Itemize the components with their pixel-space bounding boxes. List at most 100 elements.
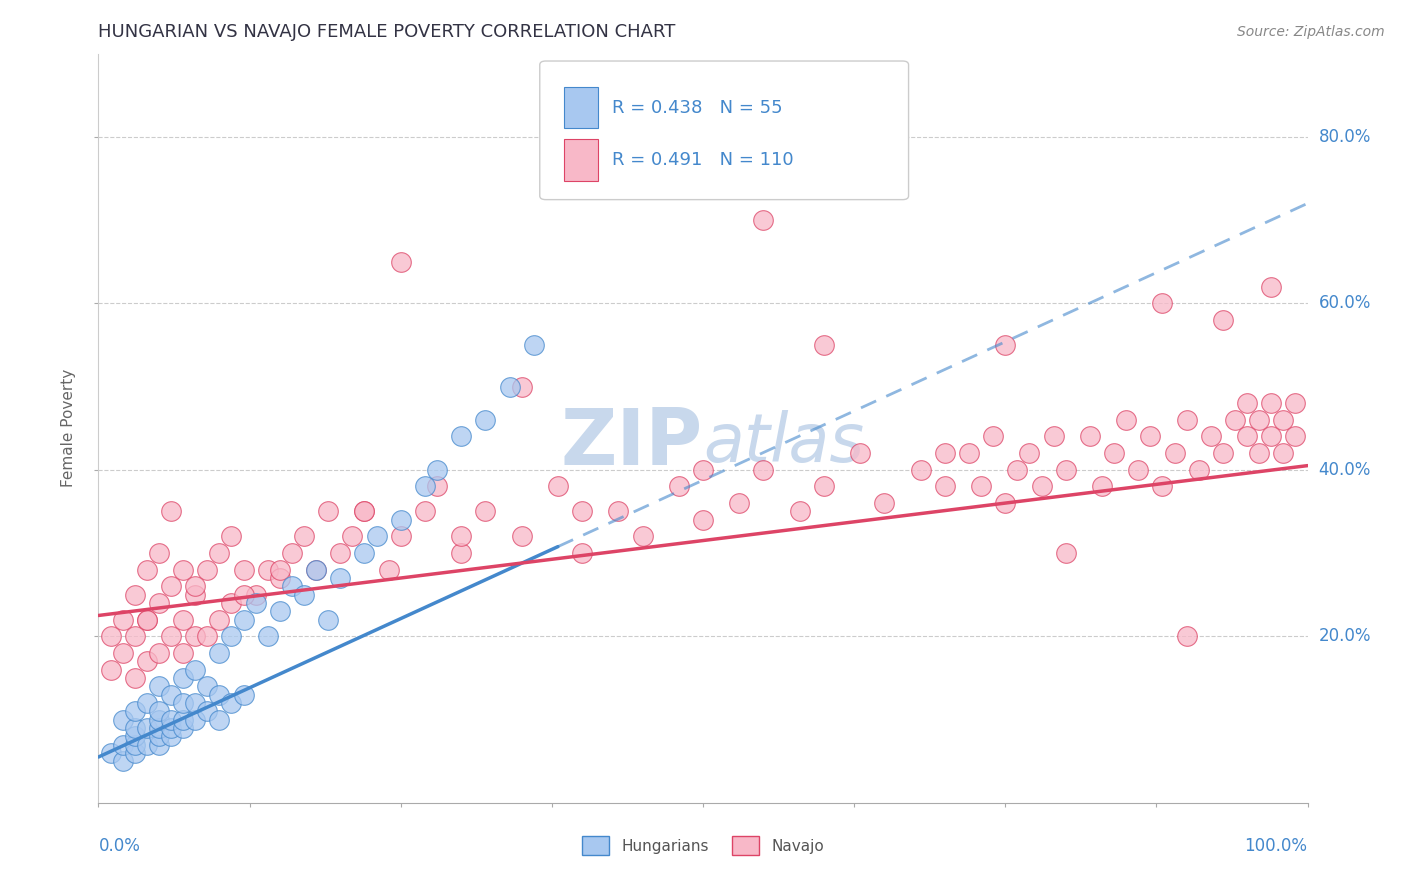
Point [184,588,207,602]
Point [208,713,231,727]
Point [111,613,134,627]
Point [124,738,146,752]
Point [752,213,775,227]
Text: 100.0%: 100.0% [1244,837,1308,855]
Point [1272,446,1295,460]
Point [1102,446,1125,460]
Point [377,563,399,577]
Point [510,379,533,393]
Point [1152,296,1174,310]
Point [148,679,170,693]
Point [934,479,956,493]
Point [135,613,157,627]
Point [510,529,533,543]
Point [413,479,436,493]
Point [389,529,412,543]
Point [1042,429,1064,443]
Point [221,529,243,543]
Point [124,588,146,602]
Point [1091,479,1114,493]
Point [208,613,231,627]
Point [111,713,134,727]
Point [160,729,183,743]
Point [256,629,278,643]
Point [426,463,449,477]
Point [305,563,328,577]
Point [1236,396,1258,410]
Point [172,696,194,710]
Point [135,654,157,668]
Point [994,338,1017,352]
FancyBboxPatch shape [540,61,908,200]
Point [135,738,157,752]
Point [1188,463,1211,477]
Point [100,663,122,677]
Point [245,596,267,610]
Point [135,696,157,710]
Point [1078,429,1101,443]
Point [305,563,328,577]
Point [124,746,146,760]
Point [184,629,207,643]
Point [281,546,304,560]
Point [1199,429,1222,443]
Point [571,546,593,560]
Point [1152,479,1174,493]
Point [148,713,170,727]
Point [1212,313,1234,327]
Point [607,504,630,518]
Point [1054,546,1077,560]
Point [413,504,436,518]
Point [1260,279,1282,293]
Point [100,629,122,643]
Point [148,596,170,610]
Text: 60.0%: 60.0% [1319,294,1371,312]
Point [1284,396,1306,410]
Point [148,738,170,752]
Point [1284,429,1306,443]
Point [353,546,375,560]
Point [450,546,472,560]
Point [160,579,183,593]
Text: ZIP: ZIP [561,405,703,481]
Point [1249,446,1271,460]
Point [1054,463,1077,477]
Point [366,529,388,543]
Point [184,663,207,677]
Point [1249,413,1271,427]
Point [450,429,472,443]
Point [172,613,194,627]
Point [1272,413,1295,427]
Point [111,738,134,752]
Point [232,588,254,602]
Point [316,613,339,627]
Text: atlas: atlas [703,410,865,476]
Point [208,546,231,560]
Point [1236,429,1258,443]
Point [172,713,194,727]
Point [195,563,218,577]
Point [692,513,714,527]
Point [292,529,315,543]
Point [269,604,291,618]
Point [389,254,412,268]
Point [184,713,207,727]
Point [124,721,146,735]
Text: R = 0.491   N = 110: R = 0.491 N = 110 [613,152,794,169]
Point [135,563,157,577]
Point [474,413,496,427]
Text: Source: ZipAtlas.com: Source: ZipAtlas.com [1237,25,1385,39]
Point [111,646,134,660]
Point [172,563,194,577]
Point [994,496,1017,510]
Point [970,479,993,493]
FancyBboxPatch shape [564,87,598,128]
Point [135,613,157,627]
Point [100,746,122,760]
Text: 40.0%: 40.0% [1319,461,1371,479]
Point [1128,463,1150,477]
Point [124,729,146,743]
Point [789,504,811,518]
Point [353,504,375,518]
Point [195,629,218,643]
